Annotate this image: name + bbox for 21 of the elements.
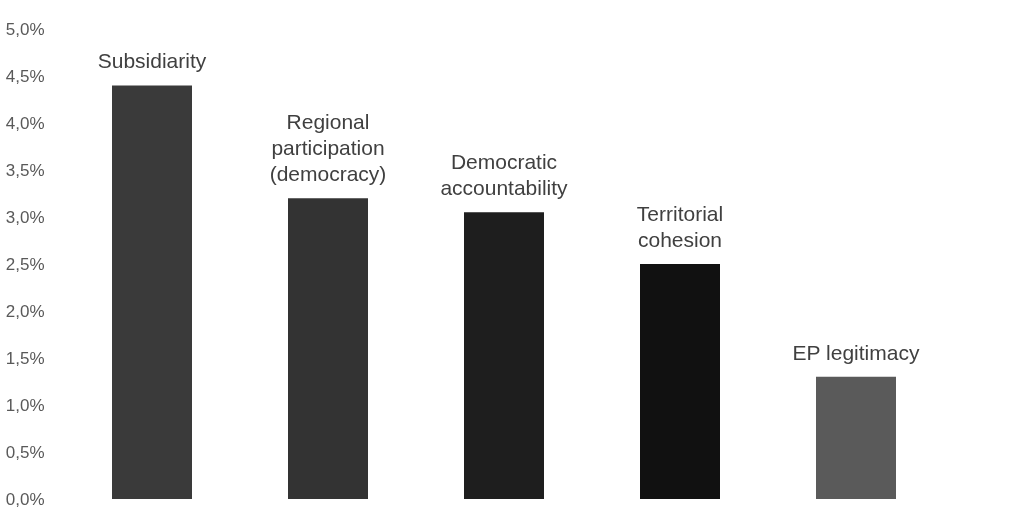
bar xyxy=(112,85,192,499)
x-tick-label: Subsidiarity xyxy=(97,49,207,73)
x-tick-label: EP legitimacy xyxy=(792,340,920,364)
bar xyxy=(288,198,368,499)
x-tick-label: Territorial cohesion xyxy=(636,202,724,251)
y-tick-label: 0,5% xyxy=(5,442,45,462)
y-tick-label: 4,0% xyxy=(5,113,45,133)
x-tick-label: Regional participation (democracy) xyxy=(269,110,387,186)
y-tick-label: 2,0% xyxy=(5,301,45,321)
x-tick-label: Democratic accountability xyxy=(440,150,569,200)
y-tick-label: 2,5% xyxy=(5,254,45,274)
bar xyxy=(464,212,544,499)
bar xyxy=(816,376,896,499)
y-tick-label: 1,5% xyxy=(5,348,45,368)
y-tick-label: 3,0% xyxy=(5,207,45,227)
y-tick-label: 3,5% xyxy=(5,160,45,180)
y-tick-label: 5,0% xyxy=(5,19,45,39)
y-tick-label: 0,0% xyxy=(5,489,45,509)
y-tick-label: 4,5% xyxy=(5,66,45,86)
bar xyxy=(640,264,720,499)
y-tick-label: 1,0% xyxy=(5,395,45,415)
